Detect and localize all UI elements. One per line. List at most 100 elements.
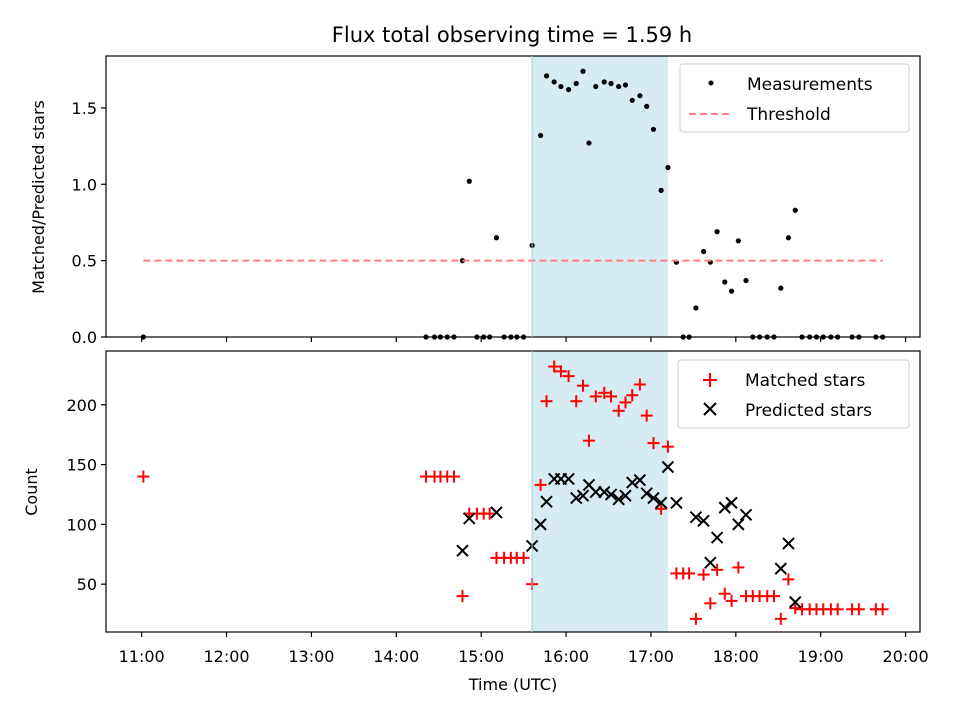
- predicted-point: [570, 491, 583, 505]
- measurement-point: [728, 288, 735, 294]
- measurement-point: [593, 83, 599, 90]
- matched-point: [689, 612, 702, 625]
- measurement-point: [785, 235, 792, 241]
- measurement-point: [573, 80, 579, 87]
- matched-point: [605, 390, 618, 403]
- predicted-point: [789, 595, 802, 609]
- measurement-point: [650, 126, 657, 132]
- measurement-point: [778, 285, 784, 291]
- predicted-point: [661, 460, 675, 474]
- matched-point: [589, 390, 602, 403]
- matched-legend-label: Matched stars: [745, 371, 865, 391]
- matched-point: [562, 370, 575, 383]
- matched-point: [483, 507, 496, 520]
- predicted-point: [562, 472, 575, 486]
- measurement-point: [665, 164, 671, 171]
- matched-point: [725, 594, 738, 607]
- y-tick-label: 100: [66, 515, 97, 534]
- predicted-point: [718, 501, 731, 514]
- predicted-point: [633, 473, 647, 487]
- predicted-point: [710, 531, 724, 544]
- measurement-point: [551, 79, 557, 85]
- predicted-point: [612, 493, 625, 506]
- matched-point: [876, 603, 889, 616]
- matched-point: [640, 409, 653, 422]
- measurement-point: [637, 93, 643, 99]
- matched-point: [718, 587, 731, 600]
- measurement-point: [644, 103, 650, 109]
- matched-point: [612, 404, 625, 417]
- predicted-point: [619, 489, 632, 502]
- x-tick-label: 14:00: [373, 647, 419, 666]
- measurement-point: [629, 97, 635, 103]
- y-tick-label: 50: [77, 575, 97, 594]
- predicted-point: [725, 496, 738, 510]
- matched-point: [619, 396, 632, 409]
- predicted-point: [598, 485, 611, 499]
- measurement-point: [466, 178, 472, 184]
- x-tick-label: 13:00: [288, 647, 334, 666]
- matched-point: [647, 437, 660, 450]
- top-legend: Measurements Threshold: [679, 63, 910, 133]
- measurements-legend-label: Measurements: [747, 75, 873, 95]
- matched-point: [704, 597, 717, 610]
- bottom-legend-frame: [677, 359, 910, 429]
- predicted-point: [670, 496, 683, 510]
- bottom-x-ticks: 11:00 12:00 13:00 14:00 15:00 16:00 17:00 18:00…: [119, 632, 929, 666]
- y-tick-label: 0.0: [72, 328, 97, 347]
- predicted-point: [576, 489, 590, 502]
- x-tick-label: 17:00: [628, 647, 674, 666]
- matched-point: [655, 502, 668, 515]
- x-tick-label: 18:00: [713, 647, 759, 666]
- bottom-axes-frame: [105, 350, 921, 633]
- matched-point: [582, 434, 595, 447]
- top-data-marks: [140, 68, 886, 340]
- measurements-legend-marker: [708, 80, 714, 86]
- measurement-point: [693, 305, 699, 311]
- matched-point: [598, 386, 611, 399]
- predicted-point: [463, 512, 476, 525]
- bottom-y-ticks: 50 100 150 200: [66, 396, 106, 594]
- y-tick-label: 200: [66, 396, 97, 415]
- chart-title: Flux total observing time = 1.59 h: [332, 23, 692, 47]
- matched-point: [852, 603, 865, 616]
- matched-point: [697, 568, 710, 581]
- measurement-point: [558, 83, 564, 90]
- predicted-point: [647, 491, 660, 505]
- x-tick-label: 12:00: [203, 647, 249, 666]
- measurement-point: [543, 73, 550, 79]
- x-tick-label: 15:00: [458, 647, 504, 666]
- predicted-point: [739, 508, 753, 522]
- predicted-legend-marker: [703, 402, 717, 416]
- threshold-legend-label: Threshold: [746, 105, 831, 125]
- measurement-point: [622, 82, 629, 88]
- measurement-point: [586, 140, 592, 146]
- matched-point: [789, 602, 802, 615]
- measurement-point: [565, 86, 572, 93]
- predicted-point: [697, 514, 710, 528]
- measurement-point: [714, 229, 720, 235]
- predicted-point: [540, 495, 553, 508]
- matched-point: [661, 440, 674, 453]
- measurement-point: [601, 79, 607, 85]
- predicted-point: [732, 518, 745, 531]
- x-tick-label: 16:00: [543, 647, 589, 666]
- matched-point: [540, 395, 553, 408]
- predicted-point: [534, 518, 547, 531]
- top-x-ticks: [141, 337, 907, 342]
- top-axes-frame: [105, 55, 921, 338]
- matched-point: [448, 470, 461, 483]
- top-shaded-span: [532, 56, 668, 337]
- predicted-point: [626, 476, 639, 489]
- x-tick-label: 11:00: [119, 647, 165, 666]
- bottom-y-axis-label: Count: [22, 468, 41, 516]
- predicted-point: [689, 511, 703, 524]
- predicted-point: [604, 488, 618, 501]
- predicted-point: [774, 562, 788, 575]
- matched-point: [711, 563, 724, 576]
- matched-point: [456, 590, 469, 603]
- top-legend-frame: [679, 63, 910, 133]
- measurement-point: [735, 238, 741, 244]
- top-y-axis-label: Matched/Predicted stars: [29, 100, 48, 294]
